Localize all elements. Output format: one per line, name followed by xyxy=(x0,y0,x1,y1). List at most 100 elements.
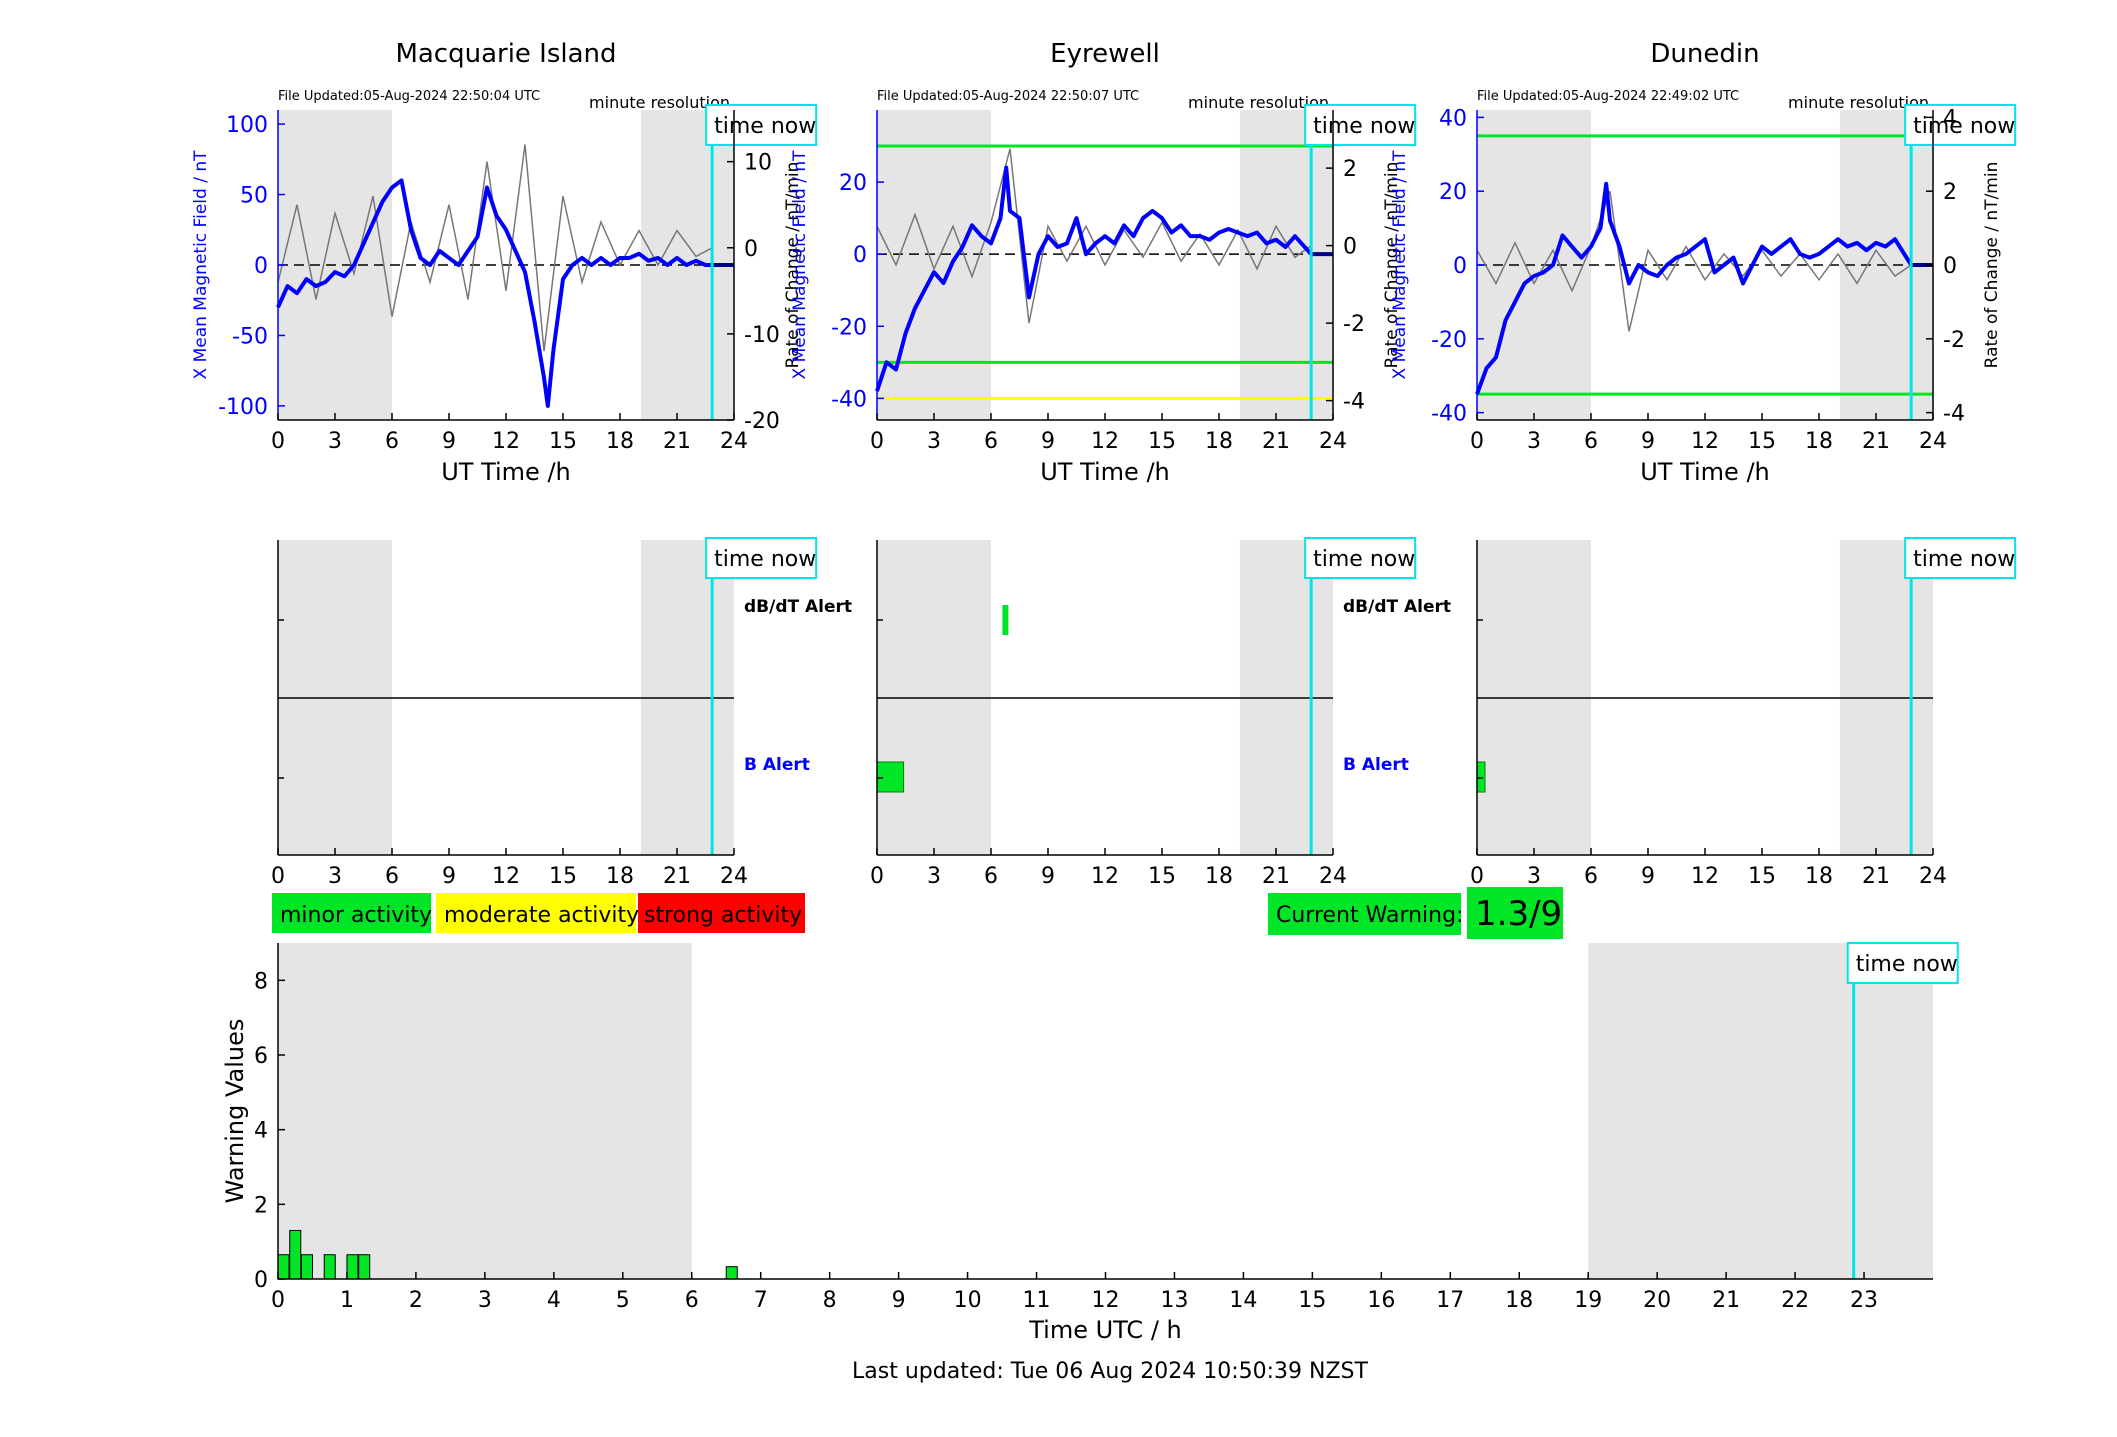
eyrewell-chart: Eyrewell File Updated:05-Aug-2024 22:50:0… xyxy=(790,39,1417,486)
eyrewell-ytick-label: 0 xyxy=(853,243,867,268)
macquarie-island-field-series xyxy=(276,178,713,408)
warning-bar xyxy=(323,1254,336,1280)
macquarie-island-xtick-label: 6 xyxy=(385,429,399,454)
warning-bar xyxy=(725,1266,738,1280)
warning-xtick-label: 1 xyxy=(340,1288,354,1313)
warning-xtick-label: 15 xyxy=(1298,1288,1326,1313)
dunedin-alert-xtick-label: 21 xyxy=(1862,864,1890,889)
magnetometer-charts: Macquarie Island File Updated:05-Aug-2024… xyxy=(191,39,2017,486)
current-warning: Current Warning: 1.3/9 xyxy=(1268,887,1563,939)
eyrewell-night-band xyxy=(1239,110,1333,420)
eyrewell-alert-xtick-label: 3 xyxy=(927,864,941,889)
activity-legend: minor activity moderate activity strong … xyxy=(272,893,805,933)
legend-moderate-swatch xyxy=(436,893,636,933)
eyrewell-alert-xtick-label: 6 xyxy=(984,864,998,889)
current-warning-label-box xyxy=(1268,893,1461,935)
macquarie-island-time-now-box xyxy=(705,104,818,146)
dunedin-chart: Dunedin File Updated:05-Aug-2024 22:49:02… xyxy=(1390,39,2017,486)
macquarie-island-y2tick-label: -10 xyxy=(744,323,780,348)
eyrewell-b-alert-mark xyxy=(876,761,905,793)
dunedin-xtick-label: 9 xyxy=(1641,429,1655,454)
eyrewell-y2tick-label: 0 xyxy=(1343,235,1357,260)
dunedin-alert-xtick-label: 0 xyxy=(1470,864,1484,889)
dunedin-y2tick-label: 4 xyxy=(1943,106,1957,131)
eyrewell-xtick-label: 9 xyxy=(1041,429,1055,454)
eyrewell-night-band xyxy=(877,110,991,420)
eyrewell-y2label: Rate of Change / nT/min xyxy=(1382,162,1402,369)
warning-xtick-label: 5 xyxy=(616,1288,630,1313)
macquarie-island-ytick-label: 50 xyxy=(240,184,268,209)
eyrewell-time-now-marker: time now xyxy=(1304,104,1417,146)
eyrewell-alert-xtick-label: 0 xyxy=(870,864,884,889)
warning-xtick-label: 2 xyxy=(409,1288,423,1313)
current-warning-label: Current Warning: xyxy=(1276,903,1463,928)
warning-xtick-label: 8 xyxy=(823,1288,837,1313)
eyrewell-alert-xtick-label: 21 xyxy=(1262,864,1290,889)
dunedin-y2label: Rate of Change / nT/min xyxy=(1982,162,2002,369)
warning-xtick-label: 14 xyxy=(1229,1288,1257,1313)
dunedin-ylabel: X Mean Magnetic Field / nT xyxy=(1390,150,1410,380)
dunedin-ytick-label: 0 xyxy=(1453,254,1467,279)
eyrewell-xtick-label: 12 xyxy=(1091,429,1119,454)
warning-xlabel: Time UTC / h xyxy=(1028,1316,1182,1344)
dunedin-alert-xtick-label: 3 xyxy=(1527,864,1541,889)
dunedin-xlabel: UT Time /h xyxy=(1640,458,1770,486)
dunedin-resolution-label: minute resolution xyxy=(1788,93,1929,112)
eyrewell-xtick-label: 0 xyxy=(870,429,884,454)
eyrewell-ytick-label: -20 xyxy=(831,315,867,340)
warning-ytick-label: 8 xyxy=(254,969,268,994)
warning-xtick-label: 9 xyxy=(892,1288,906,1313)
dunedin-field-series xyxy=(1475,181,1913,395)
warning-xtick-label: 22 xyxy=(1781,1288,1809,1313)
macquarie-island-xtick-label: 18 xyxy=(606,429,634,454)
warning-xtick-label: 6 xyxy=(685,1288,699,1313)
warning-bar xyxy=(300,1254,313,1280)
macquarie-island-xtick-label: 15 xyxy=(549,429,577,454)
macquarie-island-xtick-label: 12 xyxy=(492,429,520,454)
dunedin-ytick-label: 40 xyxy=(1439,106,1467,131)
dunedin-alert-xtick-label: 24 xyxy=(1919,864,1947,889)
macquarie-island-time-now-marker: time now xyxy=(705,104,818,146)
dunedin-ytick-label: -20 xyxy=(1431,328,1467,353)
macquarie-island-alert-xtick-label: 18 xyxy=(606,864,634,889)
macquarie-island-dbdt-alert-label: dB/dT Alert xyxy=(744,597,852,617)
macquarie-island-y2tick-label: -20 xyxy=(744,409,780,434)
dunedin-alert-xtick-label: 15 xyxy=(1748,864,1776,889)
dunedin-file-updated: File Updated:05-Aug-2024 22:49:02 UTC xyxy=(1477,89,1739,104)
eyrewell-field-series xyxy=(875,165,1313,392)
dunedin-ytick-label: 20 xyxy=(1439,180,1467,205)
macquarie-island-alert-xtick-label: 21 xyxy=(663,864,691,889)
dunedin-xtick-label: 6 xyxy=(1584,429,1598,454)
macquarie-island-xtick-label: 21 xyxy=(663,429,691,454)
dunedin-y2tick-label: -4 xyxy=(1943,402,1965,427)
eyrewell-dbdt-alert-label: dB/dT Alert xyxy=(1343,597,1451,617)
eyrewell-ytick-label: 20 xyxy=(839,171,867,196)
dunedin-alert-time-now-box xyxy=(1904,537,2017,579)
warning-ylabel: Warning Values xyxy=(221,1019,249,1204)
dunedin-ytick-label: -40 xyxy=(1431,402,1467,427)
eyrewell-alert-xtick-label: 9 xyxy=(1041,864,1055,889)
dunedin-xtick-label: 12 xyxy=(1691,429,1719,454)
warning-xtick-label: 19 xyxy=(1574,1288,1602,1313)
warning-xtick-label: 7 xyxy=(754,1288,768,1313)
warning-xtick-label: 3 xyxy=(478,1288,492,1313)
macquarie-island-time-now-label: time now xyxy=(714,114,816,139)
macquarie-island-xtick-label: 9 xyxy=(442,429,456,454)
dunedin-title: Dunedin xyxy=(1650,39,1759,69)
warning-xtick-label: 12 xyxy=(1092,1288,1120,1313)
dunedin-xtick-label: 24 xyxy=(1919,429,1947,454)
eyrewell-title: Eyrewell xyxy=(1050,39,1160,69)
dunedin-b-alert-mark xyxy=(1476,761,1486,793)
warning-bar xyxy=(289,1229,302,1280)
eyrewell-time-now-label: time now xyxy=(1313,114,1415,139)
macquarie-island-alert-xtick-label: 6 xyxy=(385,864,399,889)
eyrewell-xtick-label: 18 xyxy=(1205,429,1233,454)
macquarie-island-alert-time-now-box xyxy=(705,537,818,579)
warning-ytick-label: 4 xyxy=(254,1119,268,1144)
dunedin-alert-panel: time now 0 3 6 9 12 15 18 21 24 xyxy=(1470,537,2017,889)
dunedin-alert-xtick-label: 12 xyxy=(1691,864,1719,889)
macquarie-island-alert-xtick-label: 15 xyxy=(549,864,577,889)
macquarie-island-ytick-label: -100 xyxy=(218,395,268,420)
eyrewell-xtick-label: 3 xyxy=(927,429,941,454)
